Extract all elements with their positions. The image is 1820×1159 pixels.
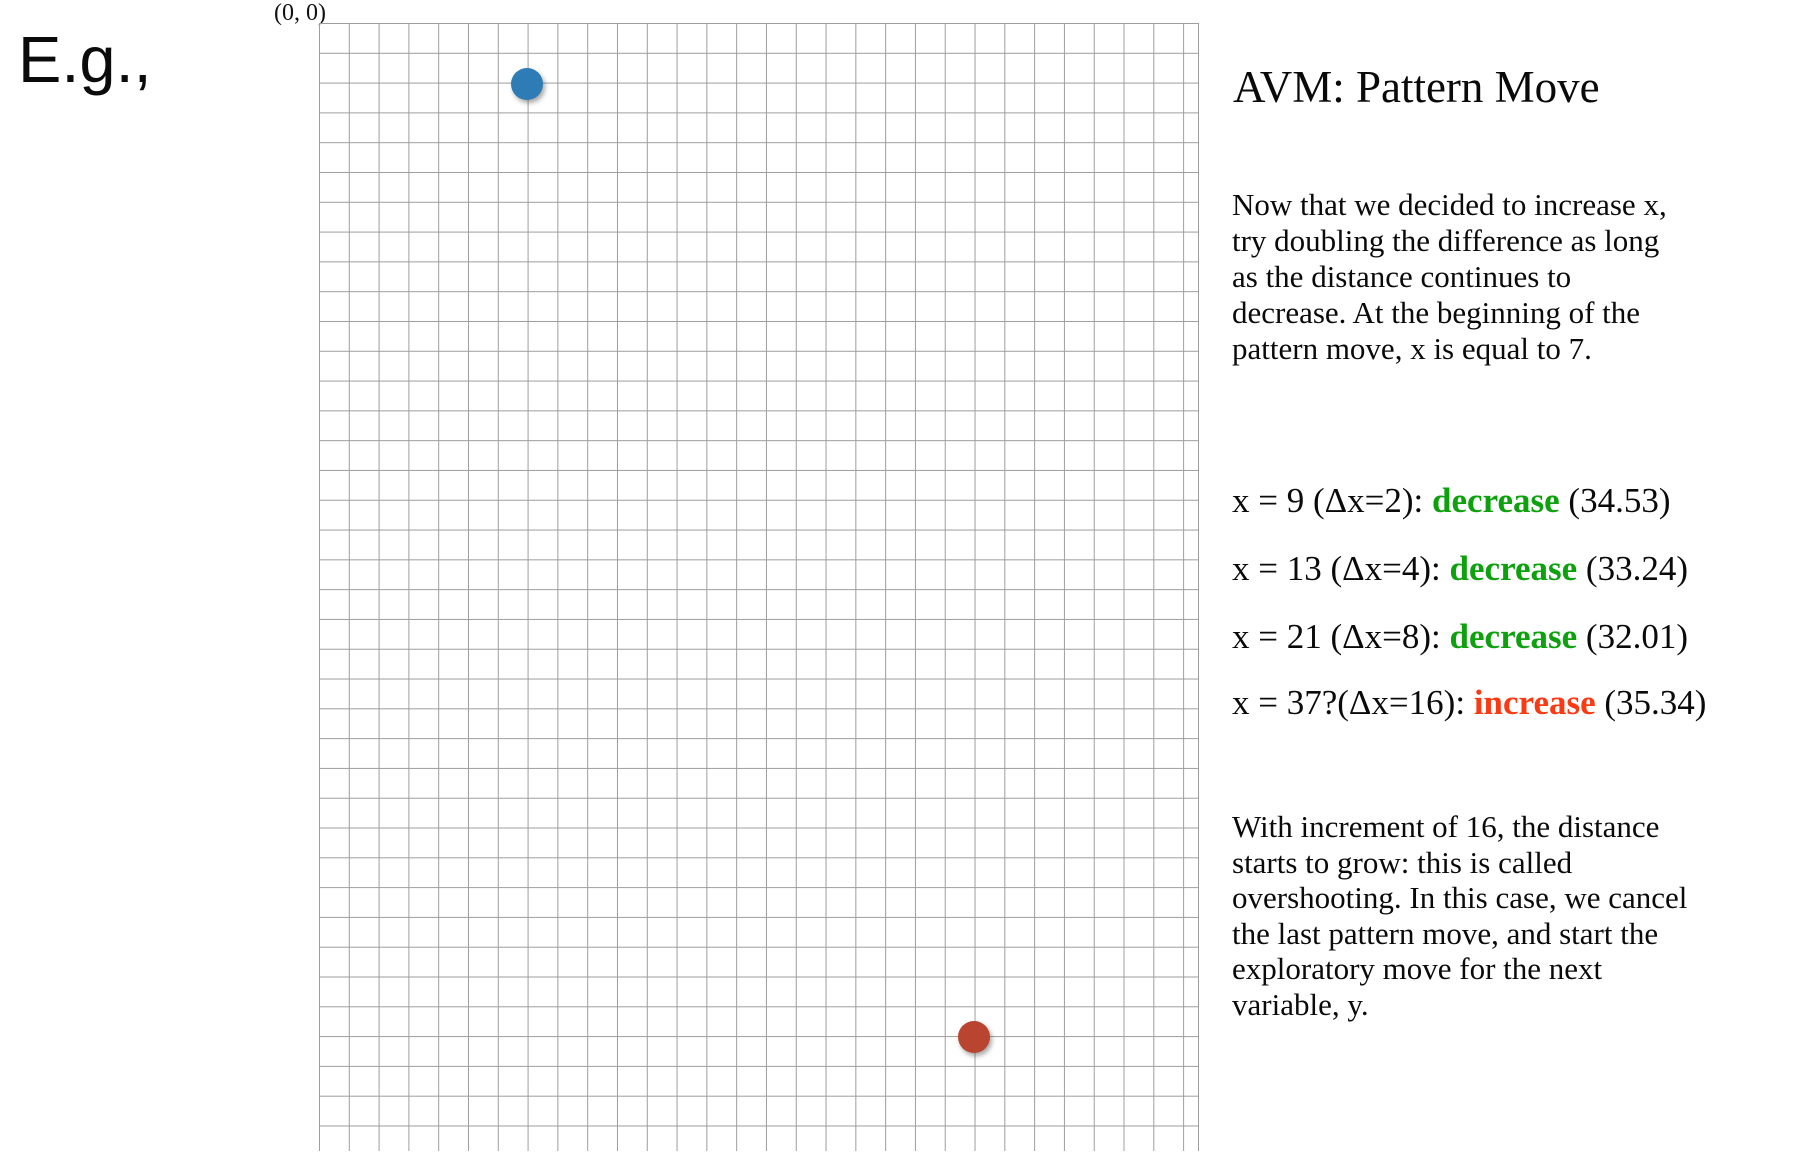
- intro-line: as the distance continues to: [1232, 259, 1572, 294]
- move-expression: x = 37?(Δx=16):: [1232, 683, 1474, 722]
- move-expression: x = 21 (Δx=8):: [1232, 617, 1450, 656]
- example-label: E.g.,: [18, 23, 152, 96]
- move-result: (33.24): [1577, 549, 1688, 588]
- move-expression: x = 13 (Δx=4):: [1232, 549, 1450, 588]
- move-status: decrease: [1449, 617, 1578, 656]
- start-point: [511, 68, 543, 100]
- move-result: (35.34): [1595, 683, 1707, 722]
- outro-line: variable, y.: [1232, 986, 1369, 1022]
- intro-line: decrease. At the beginning of the: [1232, 295, 1641, 330]
- origin-label: (0, 0): [274, 0, 326, 26]
- outro-line: the last pattern move, and start the: [1232, 915, 1659, 951]
- grid: [319, 23, 1199, 1151]
- outro-line: overshooting. In this case, we cancel: [1232, 880, 1688, 915]
- outro-line: With increment of 16, the distance: [1232, 809, 1660, 844]
- intro-line: try doubling the difference as long: [1232, 223, 1660, 258]
- move-line: x = 37?(Δx=16): increase (35.34): [1232, 682, 1706, 724]
- move-line: x = 21 (Δx=8): decrease (32.01): [1232, 616, 1688, 658]
- move-expression: x = 9 (Δx=2):: [1232, 481, 1433, 520]
- move-result: (32.01): [1577, 617, 1688, 656]
- move-result: (34.53): [1559, 481, 1671, 520]
- outro-line: starts to grow: this is called: [1232, 844, 1573, 880]
- outro-line: exploratory move for the next: [1232, 951, 1603, 986]
- move-line: x = 13 (Δx=4): decrease (33.24): [1232, 548, 1688, 590]
- move-line: x = 9 (Δx=2): decrease (34.53): [1232, 480, 1670, 522]
- move-status: decrease: [1432, 481, 1560, 520]
- move-status: decrease: [1449, 549, 1578, 588]
- move-status: increase: [1473, 683, 1596, 722]
- intro-line: Now that we decided to increase x,: [1232, 187, 1667, 222]
- intro-line: pattern move, x is equal to 7.: [1232, 331, 1592, 366]
- panel-title: AVM: Pattern Move: [1233, 62, 1600, 112]
- outro-paragraph: With increment of 16, the distance start…: [1232, 809, 1687, 1022]
- grid-horizontal-lines: [319, 23, 1198, 1127]
- target-point: [958, 1021, 990, 1053]
- intro-paragraph: Now that we decided to increase x, try d…: [1232, 187, 1667, 367]
